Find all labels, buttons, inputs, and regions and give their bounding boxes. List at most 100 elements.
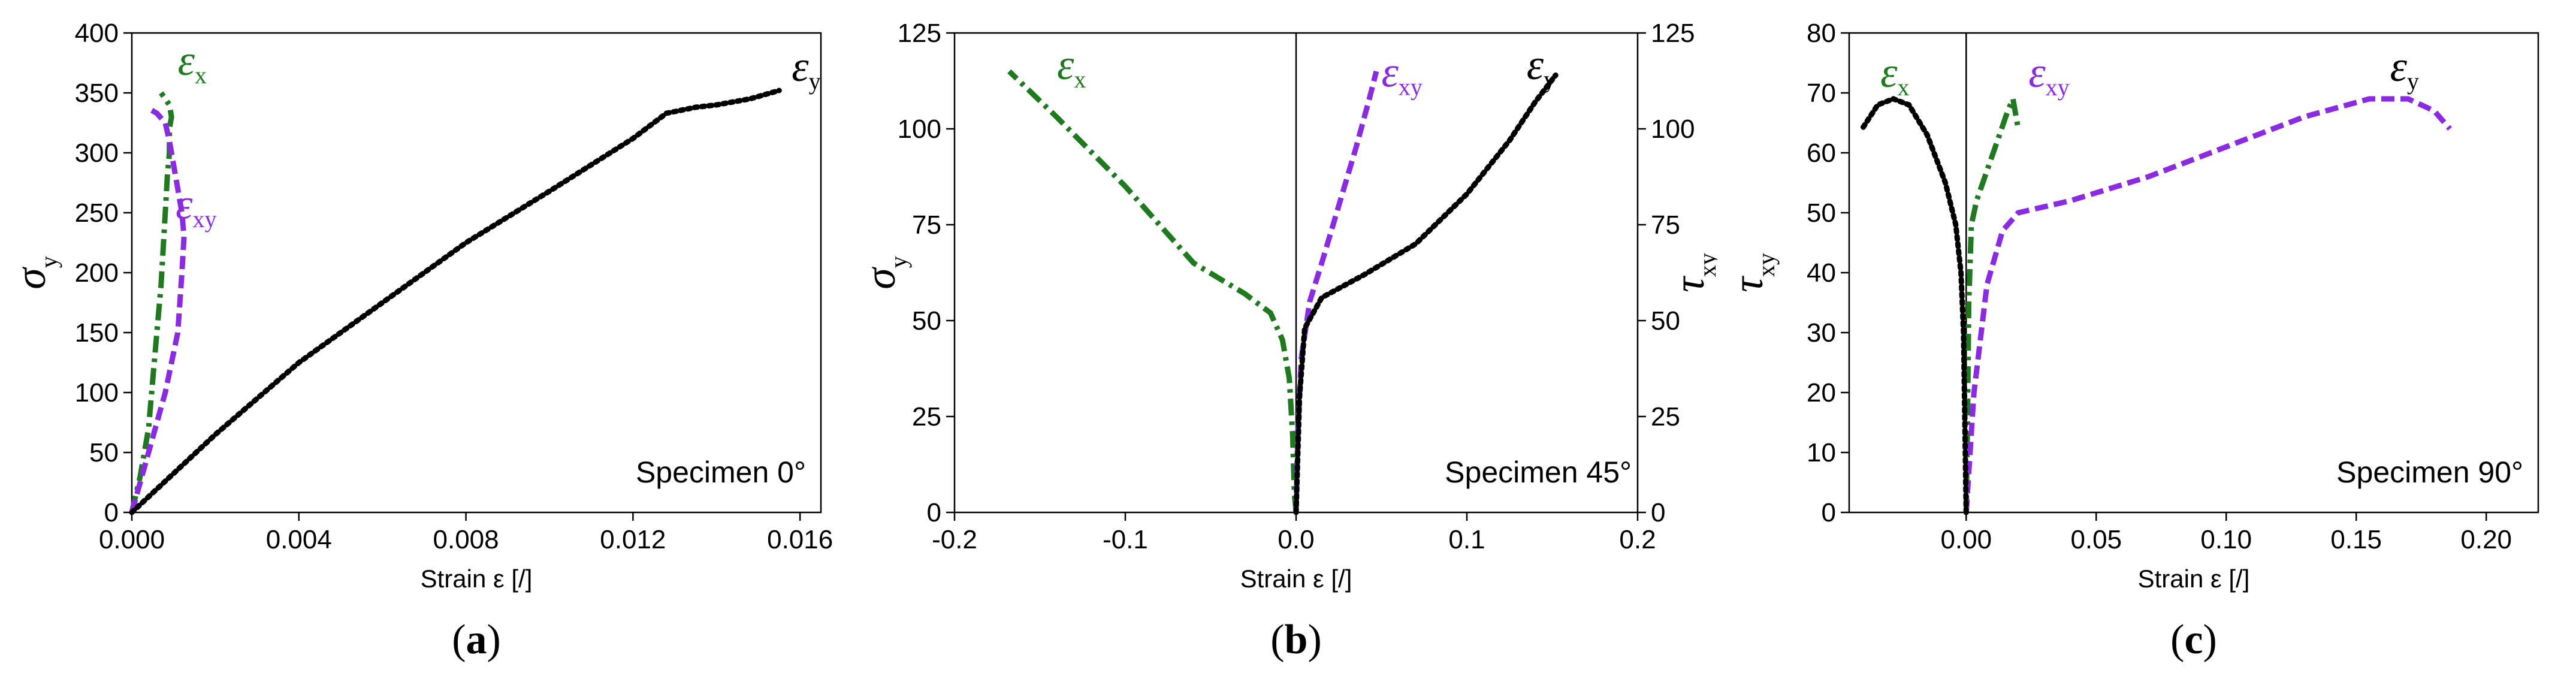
panel-label-close: ): [487, 617, 501, 663]
x-tick-label: 0.15: [2330, 525, 2382, 554]
panel-label-letter: b: [1285, 617, 1308, 663]
series-line-εy: [1859, 96, 1969, 515]
panel-a: 0.000 0.004 0.008 0.012 0.016 0 50 100 150 200 250…: [0, 0, 859, 691]
y-tick-label: 10: [1807, 438, 1836, 467]
chart-c-svg: 0.00 0.05 0.10 0.15 0.20 0 10 20 30 40 50 60 70 80 Str…: [1724, 19, 2539, 663]
panel-label-open: (: [1270, 617, 1284, 663]
series-label-εx: εx: [1057, 41, 1086, 93]
panel-c: 0.00 0.05 0.10 0.15 0.20 0 10 20 30 40 50 60 70 80 Str…: [1717, 0, 2576, 691]
x-axis-label: Strain ε [/]: [421, 565, 533, 593]
panel-label: (b): [1270, 617, 1322, 663]
x-tick-label: 0.012: [600, 525, 666, 554]
series-line-εy: [129, 87, 782, 515]
panel-label-letter: a: [466, 617, 487, 663]
series-line-εy: [1293, 72, 1559, 515]
series-label-subscript: xy: [1399, 74, 1423, 101]
y-tick-label: 25: [912, 402, 941, 432]
series-line-εx: [129, 91, 174, 514]
series-label-εy: εy: [1527, 41, 1556, 93]
chart-b-svg: -0.2 -0.1 0.0 0.1 0.202550751001250255075100…: [859, 19, 1717, 663]
y-right-tick-label: 75: [1651, 210, 1680, 240]
series-label-εx: εx: [178, 37, 207, 89]
series-label-subscript: x: [195, 62, 207, 89]
series-line-εx: [1007, 69, 1299, 513]
series-label-subscript: y: [809, 68, 821, 95]
panel-label: (a): [452, 617, 501, 663]
specimen-annotation: Specimen 0°: [636, 455, 806, 489]
panel-b: -0.2 -0.1 0.0 0.1 0.2 0 25 50 75 100 125 0 25 50 75 100…: [859, 0, 1717, 691]
y-axis-label: τxy: [1724, 253, 1780, 292]
y-right-axis-label: τxy: [1665, 253, 1717, 292]
y-tick-label: 250: [75, 198, 119, 228]
y-right-axis-label-subscript: xy: [1694, 253, 1717, 277]
x-tick-label: 0.2: [1619, 525, 1656, 554]
y-right-tick-label: 0: [1651, 498, 1665, 527]
specimen-annotation: Specimen 45°: [1445, 455, 1632, 489]
y-tick-label: 150: [75, 318, 119, 348]
panel-label-letter: c: [2184, 617, 2203, 663]
series-label-subscript: xy: [2046, 74, 2070, 101]
y-tick-label: 200: [75, 258, 119, 288]
x-tick-label: 0.0: [1278, 525, 1314, 554]
series-label-εx: εx: [1880, 49, 1909, 101]
x-tick-label: 0.1: [1448, 525, 1485, 554]
x-tick-label: 0.016: [767, 525, 833, 554]
series-label-subscript: xy: [193, 206, 217, 233]
x-tick-label: 0.10: [2200, 525, 2252, 554]
y-tick-label: 350: [75, 79, 119, 108]
series-label-subscript: x: [1074, 66, 1086, 93]
y-tick-label: 0: [1822, 498, 1836, 527]
y-tick-label: 60: [1807, 138, 1836, 168]
x-tick-label: 0.20: [2460, 525, 2512, 554]
panel-label-open: (: [452, 617, 466, 663]
series-label-εy: εy: [792, 43, 820, 95]
x-axis-label: Strain ε [/]: [1240, 565, 1352, 593]
panel-label-open: (: [2170, 617, 2184, 663]
y-tick-label: 50: [1807, 198, 1836, 228]
series-label-subscript: x: [1897, 74, 1909, 101]
x-tick-label: 0.000: [99, 525, 165, 554]
specimen-annotation: Specimen 90°: [2336, 455, 2523, 489]
series-line-εx: [1963, 89, 2021, 513]
y-tick-label: 0: [927, 498, 941, 527]
series-label-subscript: y: [2407, 68, 2419, 95]
x-tick-label: 0.00: [1940, 525, 1992, 554]
y-axis-label-subscript: y: [35, 256, 62, 268]
y-tick-label: 20: [1807, 378, 1836, 408]
y-tick-label: 0: [104, 498, 119, 527]
series-label-εxy: εxy: [1382, 49, 1423, 101]
panel-label: (c): [2170, 617, 2217, 663]
y-tick-label: 50: [912, 306, 941, 336]
y-right-tick-label: 50: [1651, 306, 1680, 336]
y-axis-label: σy: [7, 256, 62, 289]
x-tick-label: 0.008: [433, 525, 499, 554]
series-label-εxy: εxy: [176, 180, 216, 233]
panel-label-close: ): [1307, 617, 1321, 663]
y-tick-label: 40: [1807, 258, 1836, 288]
chart-a-svg: 0.000 0.004 0.008 0.012 0.016 0 50 100 150 200 250…: [7, 19, 833, 663]
y-axis-label-subscript: xy: [1753, 253, 1780, 277]
y-tick-label: 100: [75, 378, 119, 408]
y-right-tick-label: 25: [1651, 402, 1680, 432]
y-tick-label: 80: [1807, 19, 1836, 48]
y-axis-label: σy: [859, 256, 912, 289]
x-tick-label: 0.004: [266, 525, 332, 554]
y-right-tick-label: 100: [1651, 114, 1695, 144]
y-tick-label: 300: [75, 138, 119, 168]
y-tick-label: 30: [1807, 318, 1836, 348]
series-label-εxy: εxy: [2028, 49, 2069, 101]
x-axis-label: Strain ε [/]: [2138, 565, 2250, 593]
series-label-subscript: y: [1544, 66, 1556, 93]
y-tick-label: 75: [912, 210, 941, 240]
y-right-tick-label: 125: [1651, 19, 1695, 48]
y-tick-label: 50: [89, 438, 119, 467]
y-tick-label: 70: [1807, 79, 1836, 108]
y-tick-label: 125: [898, 19, 941, 48]
series-line-εxy: [129, 106, 187, 514]
y-tick-label: 100: [898, 114, 941, 144]
series-line-εxy: [1963, 96, 2452, 513]
y-axis-label-subscript: y: [885, 256, 912, 268]
plot-frame: [1848, 32, 2539, 514]
x-tick-label: -0.1: [1103, 525, 1148, 554]
series-label-εy: εy: [2390, 43, 2419, 95]
